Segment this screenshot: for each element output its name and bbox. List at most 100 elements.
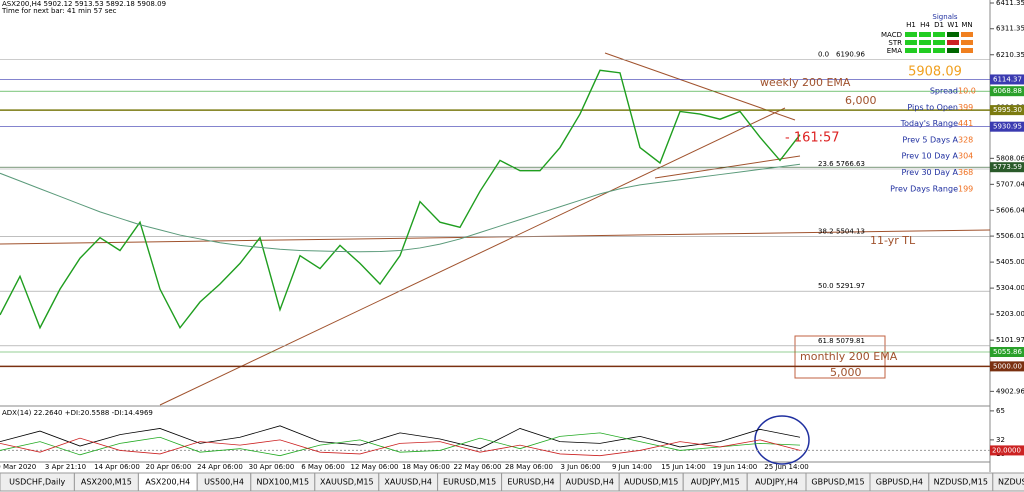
signals-title: Signals xyxy=(932,13,958,21)
info-value: 304 xyxy=(958,152,973,161)
signal-column: D1 xyxy=(934,21,944,29)
fib-price: 6190.96 xyxy=(836,51,865,59)
signal-cell xyxy=(947,48,959,53)
trend-line xyxy=(159,107,786,406)
y-tick-label: 6411.35 xyxy=(996,0,1024,7)
tab-label[interactable]: EURUSD,M15 xyxy=(443,478,496,487)
info-value: 399 xyxy=(958,103,973,112)
signal-cell xyxy=(947,40,959,45)
price-label: 6068.88 xyxy=(993,87,1022,95)
header-timer: Time for next bar: 41 min 57 sec xyxy=(1,7,117,15)
tab-label[interactable]: AUDJPY,H4 xyxy=(755,478,798,487)
signal-cell xyxy=(947,32,959,37)
x-tick-label: 20 Apr 06:00 xyxy=(146,463,192,471)
info-value: 199 xyxy=(958,184,973,193)
info-label: Spread xyxy=(930,87,958,96)
x-tick-label: 19 Jun 14:00 xyxy=(713,463,757,471)
tab-label[interactable]: ASX200,H4 xyxy=(145,478,190,487)
annotation-box xyxy=(794,335,886,379)
signal-cell xyxy=(961,48,973,53)
info-value: 10.0 xyxy=(958,87,976,96)
price-label: 5055.86 xyxy=(993,348,1022,356)
y-tick-label: 4902.96 xyxy=(996,387,1024,395)
fib-level: 61.8 xyxy=(818,337,834,345)
signal-cell xyxy=(933,32,945,37)
y-tick-label: 5405.00 xyxy=(996,258,1024,266)
trend-line xyxy=(604,52,796,121)
tab-label[interactable]: AUDJPY,M15 xyxy=(691,478,740,487)
price-series xyxy=(0,69,801,330)
signal-cell xyxy=(961,32,973,37)
price-label: 5930.95 xyxy=(993,123,1022,131)
fib-price: 5504.13 xyxy=(836,228,865,236)
fib-level: 38.2 xyxy=(818,228,834,236)
x-tick-label: 9 Jun 14:00 xyxy=(612,463,652,471)
fib-price: 5291.97 xyxy=(836,282,865,290)
x-tick-label: 24 Apr 06:00 xyxy=(197,463,243,471)
info-label: Prev 30 Day A xyxy=(901,168,958,177)
x-tick-label: 18 May 06:00 xyxy=(402,463,450,471)
signal-row: MACD xyxy=(881,31,902,39)
x-tick-label: 3 Jun 06:00 xyxy=(560,463,600,471)
tab-label[interactable]: GBPUSD,H4 xyxy=(876,478,923,487)
signal-column: W1 xyxy=(947,21,958,29)
trend-line xyxy=(0,229,991,245)
tab-label[interactable]: XAUUSD,H4 xyxy=(384,478,432,487)
y-tick-label: 5506.01 xyxy=(996,232,1024,240)
signal-row: EMA xyxy=(887,47,902,55)
price-label: 5773.59 xyxy=(993,163,1022,171)
y-tick-label: 5304.00 xyxy=(996,284,1024,292)
tab-label[interactable]: AUDUSD,M15 xyxy=(624,478,678,487)
y-tick-label: 6210.35 xyxy=(996,51,1024,59)
signals-box xyxy=(880,14,988,62)
tab-label[interactable]: NDX100,M15 xyxy=(257,478,310,487)
fib-price: 5766.63 xyxy=(836,160,865,168)
y-tick-label: 5101.97 xyxy=(996,336,1024,344)
indicator-line xyxy=(0,432,801,457)
tab[interactable] xyxy=(992,472,1024,492)
fib-price: 5079.81 xyxy=(836,337,865,345)
tab-label[interactable]: US500,H4 xyxy=(204,478,244,487)
level-label: 20.0000 xyxy=(992,446,1021,454)
signal-cell xyxy=(961,40,973,45)
y-tick-label: 6311.35 xyxy=(996,25,1024,33)
info-value: 441 xyxy=(958,119,973,128)
price-label: 5000.00 xyxy=(993,362,1022,370)
y-tick-label: 5203.00 xyxy=(996,310,1024,318)
annotation: 6,000 xyxy=(845,94,877,107)
signal-column: MN xyxy=(961,21,972,29)
info-price: 5908.09 xyxy=(908,65,962,80)
annotation: monthly 200 EMA xyxy=(800,350,898,363)
signal-column: H1 xyxy=(906,21,916,29)
price-label-bg xyxy=(990,361,1024,372)
signal-cell xyxy=(919,40,931,45)
y-tick-label: 5707.04 xyxy=(996,180,1024,188)
price-label-bg xyxy=(990,162,1024,173)
price-label-bg xyxy=(990,74,1024,85)
x-tick-label: 30 Mar 2020 xyxy=(0,463,36,471)
highlight-circle xyxy=(754,415,810,465)
price-label-bg xyxy=(990,121,1024,132)
info-label: Prev 10 Day A xyxy=(901,152,958,161)
x-tick-label: 3 Apr 21:10 xyxy=(45,463,86,471)
x-tick-label: 22 May 06:00 xyxy=(453,463,501,471)
signal-cell xyxy=(919,32,931,37)
price-label: 6114.37 xyxy=(993,75,1022,83)
tab-label[interactable]: NZDUSD,M15 xyxy=(934,478,988,487)
tab-label[interactable]: AUDUSD,H4 xyxy=(566,478,614,487)
annotation: weekly 200 EMA xyxy=(760,76,851,89)
tab-label[interactable]: ASX200,M15 xyxy=(81,478,132,487)
x-tick-label: 28 May 06:00 xyxy=(505,463,553,471)
x-tick-label: 14 Apr 06:00 xyxy=(94,463,140,471)
signal-column: H4 xyxy=(920,21,930,29)
tab-label[interactable]: NZDUSD,H4 xyxy=(998,478,1024,487)
tab-label[interactable]: GBPUSD,M15 xyxy=(811,478,864,487)
tab-label[interactable]: EURUSD,H4 xyxy=(507,478,554,487)
tab-label[interactable]: USDCHF,Daily xyxy=(9,478,65,487)
signal-cell xyxy=(933,48,945,53)
signal-cell xyxy=(905,48,917,53)
info-label: Today's Range xyxy=(900,119,958,128)
tab-label[interactable]: XAUUSD,M15 xyxy=(320,478,374,487)
